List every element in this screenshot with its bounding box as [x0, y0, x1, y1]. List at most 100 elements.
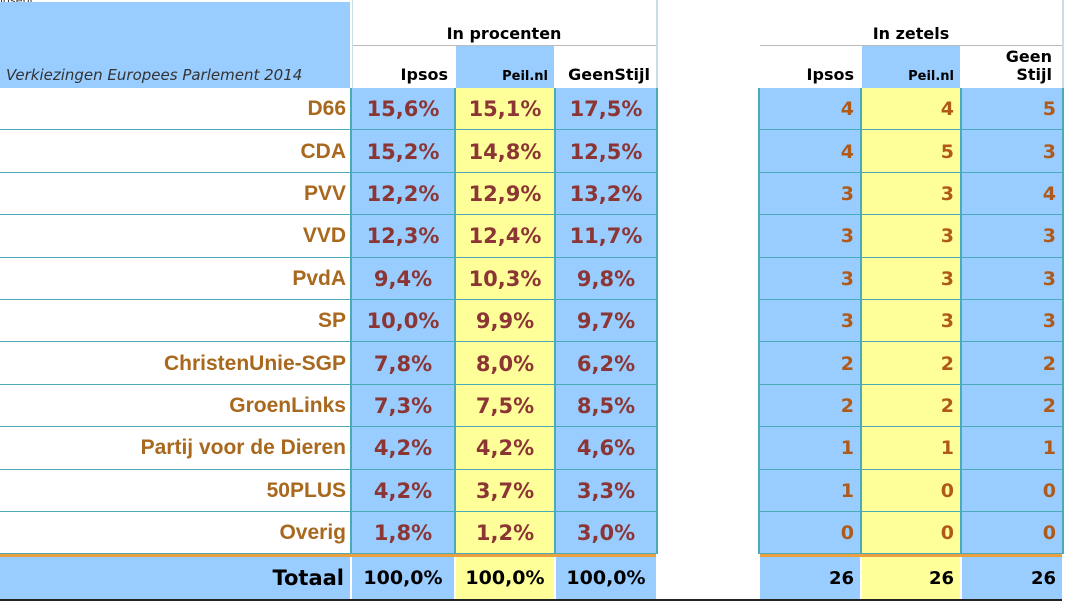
seat-value: 3: [760, 172, 860, 216]
row-rule: [760, 299, 1062, 301]
seat-value: 0: [962, 512, 1062, 555]
row-rule: [352, 256, 656, 259]
percent-value: 7,5%: [456, 384, 554, 428]
percent-value: 12,9%: [456, 172, 554, 216]
seat-value: 2: [760, 342, 860, 385]
percent-value: 4,2%: [352, 427, 454, 470]
party-label: Overig: [0, 512, 350, 555]
party-label: D66: [0, 88, 350, 131]
seat-value: 0: [862, 512, 960, 555]
percent-value: 10,3%: [456, 257, 554, 300]
seat-value: 4: [862, 88, 960, 131]
row-rule: [352, 214, 656, 216]
seat-value: 2: [962, 342, 1062, 385]
seat-value: 0: [962, 469, 1062, 512]
percent-value: 1,2%: [456, 512, 554, 555]
total-seats: 26: [962, 557, 1062, 600]
row-rule: [0, 214, 350, 216]
row-rule: [352, 511, 656, 513]
total-rule: [0, 554, 1062, 558]
percent-value: 1,8%: [352, 512, 454, 555]
col-header-seats-1: Peil.nl: [862, 46, 960, 88]
percent-value: 15,1%: [456, 88, 554, 131]
percent-value: 12,4%: [456, 215, 554, 258]
seat-value: 2: [760, 384, 860, 428]
total-percent: 100,0%: [456, 557, 554, 600]
seat-value: 3: [760, 300, 860, 343]
col-rule: [554, 88, 556, 555]
total-seats: 26: [760, 557, 860, 600]
row-rule: [760, 256, 1062, 259]
total-label: Totaal: [0, 557, 350, 600]
row-rule: [0, 299, 350, 301]
row-rule: [0, 426, 350, 428]
percent-value: 12,3%: [352, 215, 454, 258]
percent-value: 12,2%: [352, 172, 454, 216]
percent-value: 8,5%: [556, 384, 656, 428]
percent-value: 8,0%: [456, 342, 554, 385]
seat-value: 4: [760, 130, 860, 173]
percent-value: 9,4%: [352, 257, 454, 300]
percent-value: 17,5%: [556, 88, 656, 131]
party-label: GroenLinks: [0, 384, 350, 428]
percent-value: 9,7%: [556, 300, 656, 343]
row-rule: [0, 341, 350, 343]
percent-value: 13,2%: [556, 172, 656, 216]
seat-value: 3: [862, 215, 960, 258]
group-header-seats: In zetels: [760, 20, 1062, 46]
seat-value: 5: [962, 88, 1062, 131]
row-rule: [760, 553, 1062, 555]
seat-value: 1: [760, 469, 860, 512]
row-rule: [760, 426, 1062, 428]
col-rule: [960, 88, 962, 555]
seat-value: 1: [760, 427, 860, 470]
total-percent: 100,0%: [352, 557, 454, 600]
row-rule: [352, 468, 656, 471]
col-rule: [758, 88, 760, 555]
party-label: CDA: [0, 130, 350, 173]
party-label: VVD: [0, 215, 350, 258]
seat-value: 3: [862, 300, 960, 343]
col-header-pct-1: Peil.nl: [456, 46, 554, 88]
seat-value: 3: [962, 130, 1062, 173]
seat-value: 0: [862, 469, 960, 512]
percent-value: 6,2%: [556, 342, 656, 385]
percent-value: 4,6%: [556, 427, 656, 470]
col-header-seats-0: Ipsos: [760, 46, 860, 88]
percent-value: 11,7%: [556, 215, 656, 258]
row-rule: [760, 468, 1062, 471]
party-label: SP: [0, 300, 350, 343]
seat-value: 3: [862, 257, 960, 300]
seat-value: 2: [862, 384, 960, 428]
percent-value: 14,8%: [456, 130, 554, 173]
party-label: Partij voor de Dieren: [0, 427, 350, 470]
seat-value: 2: [962, 384, 1062, 428]
total-rule-gap: [656, 554, 760, 558]
col-header-seats-2: Geen Stijl: [962, 46, 1058, 88]
row-rule: [760, 383, 1062, 386]
total-percent: 100,0%: [556, 557, 656, 600]
row-rule: [0, 171, 350, 174]
percent-value: 3,7%: [456, 469, 554, 512]
header-col-rule: [1062, 0, 1064, 88]
seat-value: 3: [962, 215, 1062, 258]
percent-value: 4,2%: [456, 427, 554, 470]
party-label: PVV: [0, 172, 350, 216]
total-seats: 26: [862, 557, 960, 600]
row-rule: [760, 171, 1062, 174]
seat-value: 4: [760, 88, 860, 131]
row-rule: [352, 299, 656, 301]
seat-value: 5: [862, 130, 960, 173]
col-header-pct-0: Ipsos: [352, 46, 454, 88]
seat-value: 3: [862, 172, 960, 216]
header-rule-seats: [760, 45, 1062, 46]
seat-value: 3: [962, 300, 1062, 343]
col-rule: [454, 88, 456, 555]
seat-value: 1: [962, 427, 1062, 470]
row-rule: [760, 129, 1062, 131]
col-header-pct-2: GeenStijl: [556, 46, 656, 88]
col-rule: [860, 88, 862, 555]
row-rule: [352, 426, 656, 428]
row-rule: [0, 511, 350, 513]
col-rule: [1062, 88, 1064, 555]
